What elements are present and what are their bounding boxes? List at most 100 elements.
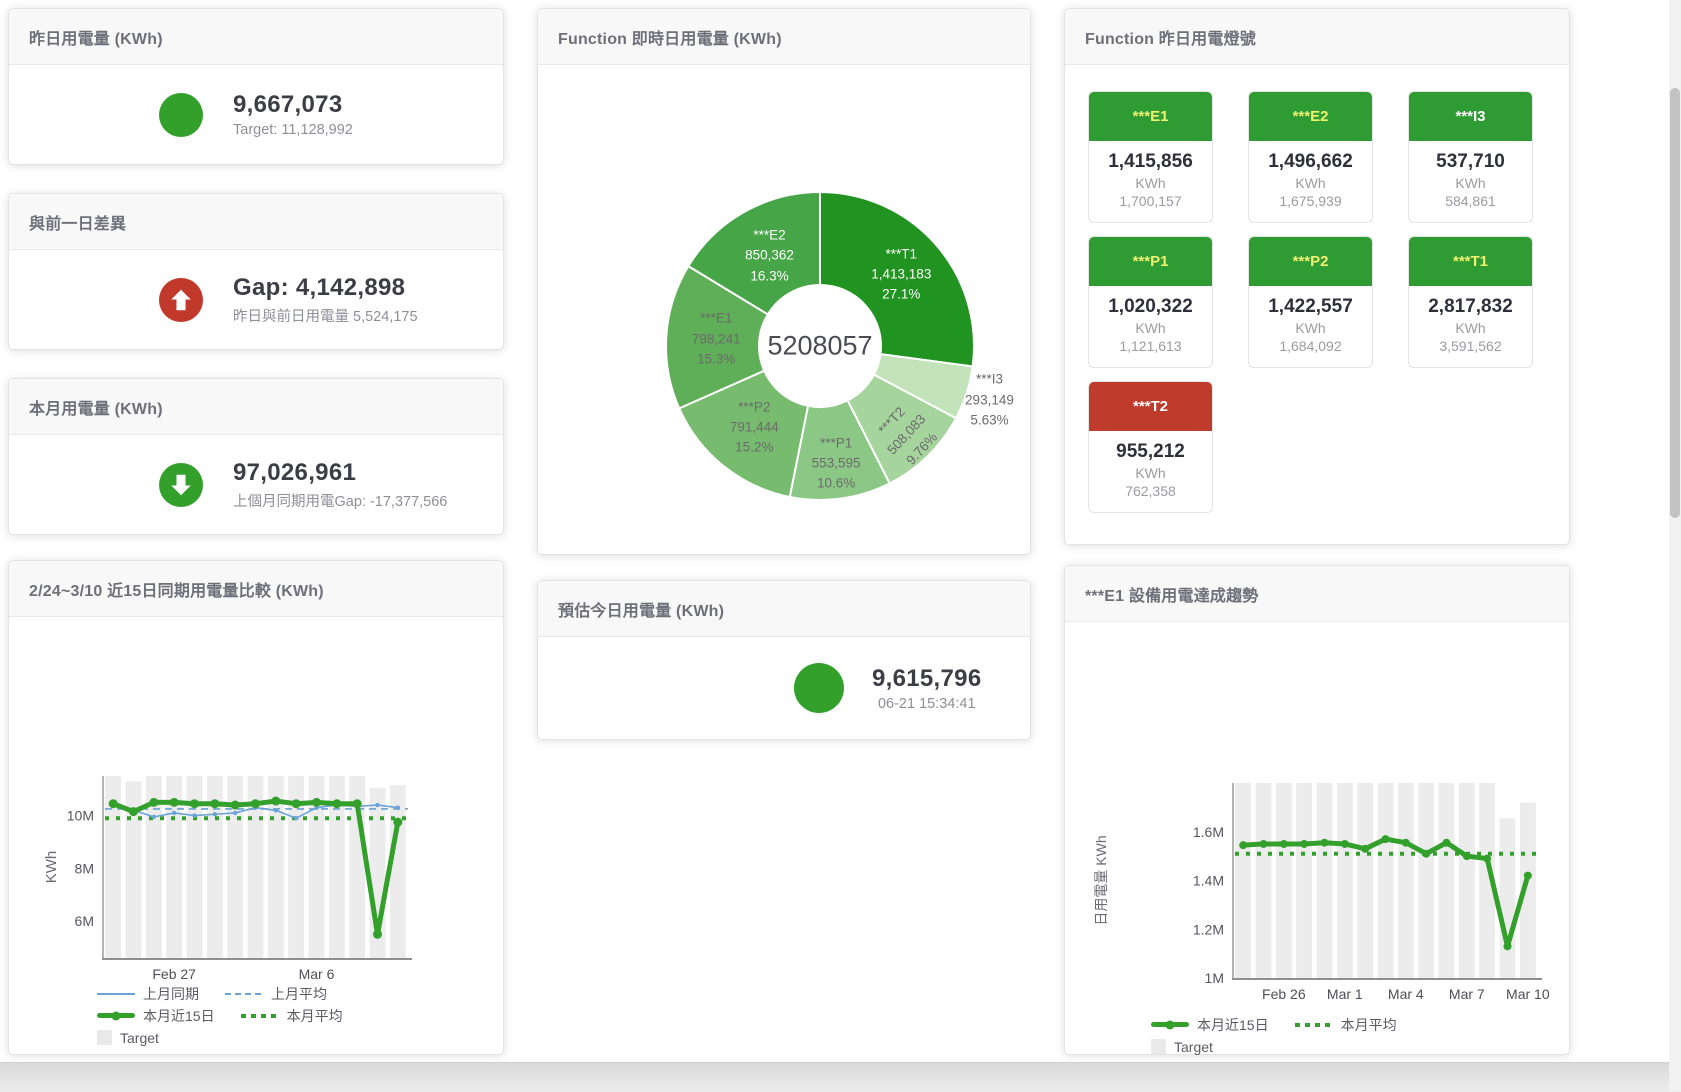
y-tick-label: 1.2M bbox=[1193, 921, 1224, 937]
series-point-15[interactable] bbox=[210, 799, 220, 809]
series-point-15[interactable] bbox=[1462, 852, 1471, 861]
series-point-[interactable] bbox=[232, 810, 238, 816]
series-point-15[interactable] bbox=[1361, 844, 1370, 853]
scrollbar-thumb[interactable] bbox=[1670, 88, 1680, 518]
series-point-15[interactable] bbox=[1340, 839, 1349, 848]
series-point-15[interactable] bbox=[1279, 839, 1288, 848]
series-point-15[interactable] bbox=[169, 797, 179, 807]
target-bar bbox=[1316, 783, 1333, 978]
series-point-15[interactable] bbox=[1422, 849, 1431, 858]
light-tiles-grid: ***E1 1,415,856 KWh 1,700,157 ***E2 1,496,662… bbox=[1088, 91, 1533, 513]
legend-item-target[interactable]: Target bbox=[97, 1030, 159, 1046]
series-point-15[interactable] bbox=[149, 797, 159, 807]
light-tile-unit: KWh bbox=[1135, 320, 1166, 336]
legend-label: 本月平均 bbox=[286, 1007, 343, 1024]
target-bar bbox=[186, 776, 203, 958]
legend-item-[interactable]: 上月同期 bbox=[97, 984, 199, 1004]
series-point-15[interactable] bbox=[1381, 835, 1390, 844]
x-tick-label: Mar 7 bbox=[1449, 986, 1485, 1002]
target-bar bbox=[227, 776, 244, 958]
donut-slice-t1[interactable] bbox=[819, 191, 975, 368]
series-point-[interactable] bbox=[212, 812, 218, 817]
y-tick-label: 1M bbox=[1205, 970, 1224, 986]
series-point-[interactable] bbox=[171, 810, 177, 816]
kpi-text: 9,615,796 06-21 15:34:41 bbox=[872, 665, 981, 712]
donut-slice-e2[interactable] bbox=[687, 191, 821, 316]
series-point-15[interactable] bbox=[393, 817, 403, 827]
legend-swatch-dashed bbox=[225, 992, 263, 995]
legend-label: 本月近15日 bbox=[143, 1007, 215, 1024]
series-point-15[interactable] bbox=[271, 796, 281, 806]
card-header: 預估今日用電量 (KWh) bbox=[538, 581, 1030, 637]
donut-label-e1: ***E1 798,241 15.3% bbox=[691, 310, 741, 367]
light-tile-t1: ***T1 2,817,832 KWh 3,591,562 bbox=[1408, 236, 1533, 368]
donut-label-p2: ***P2 791,444 15.2% bbox=[729, 399, 779, 456]
series-point-[interactable] bbox=[375, 802, 380, 808]
target-bar bbox=[1357, 783, 1374, 978]
light-tile-target: 1,675,939 bbox=[1279, 193, 1342, 209]
light-tile-header: ***I3 bbox=[1409, 92, 1532, 141]
legend-item-target[interactable]: Target bbox=[1151, 1039, 1213, 1055]
series-point-15[interactable] bbox=[332, 799, 342, 809]
card-header: 本月用電量 (KWh) bbox=[9, 379, 503, 435]
x-tick-label: Mar 6 bbox=[299, 966, 335, 982]
y-tick-label: 8M bbox=[75, 860, 94, 876]
series-point-15[interactable] bbox=[1483, 854, 1492, 863]
series-point-15[interactable] bbox=[1442, 838, 1451, 847]
legend-item-[interactable]: 上月平均 bbox=[225, 984, 327, 1004]
series-point-15[interactable] bbox=[312, 797, 321, 807]
x-tick-label: Mar 4 bbox=[1388, 986, 1424, 1002]
series-point-15[interactable] bbox=[1320, 838, 1329, 847]
series-point-15[interactable] bbox=[108, 799, 118, 809]
light-tile-value: 2,817,832 bbox=[1428, 296, 1513, 317]
light-tile-unit: KWh bbox=[1135, 465, 1166, 481]
donut-slice-p2[interactable] bbox=[678, 369, 810, 498]
kpi-card-today-estimate: 預估今日用電量 (KWh) 9,615,796 06-21 15:34:41 bbox=[537, 580, 1031, 740]
donut-chart bbox=[665, 191, 975, 501]
legend-label: 上月同期 bbox=[143, 985, 199, 1002]
x-tick-label: Feb 26 bbox=[1262, 986, 1306, 1002]
card-title: 本月用電量 (KWh) bbox=[29, 400, 163, 418]
card-title: 預估今日用電量 (KWh) bbox=[558, 602, 725, 620]
series-point-15[interactable] bbox=[373, 929, 382, 939]
series-point-15[interactable] bbox=[230, 800, 240, 810]
light-tile-header: ***E2 bbox=[1249, 92, 1372, 141]
series-point-[interactable] bbox=[293, 816, 299, 821]
series-point-15[interactable] bbox=[1503, 942, 1512, 951]
series-point-15[interactable] bbox=[1259, 839, 1268, 848]
vertical-scrollbar[interactable] bbox=[1669, 0, 1681, 1091]
kpi-body: 9,667,073 Target: 11,128,992 bbox=[9, 65, 503, 164]
series-point-15[interactable] bbox=[1523, 871, 1532, 880]
legend-item-15[interactable]: 本月近15日 bbox=[1151, 1015, 1269, 1035]
legend-label: Target bbox=[1174, 1038, 1213, 1055]
chart-legend: 本月近15日 本月平均 Target bbox=[1151, 1016, 1397, 1055]
y-tick-label: 10M bbox=[67, 808, 94, 824]
series-point-15[interactable] bbox=[1300, 839, 1309, 848]
legend-item-[interactable]: 本月平均 bbox=[240, 1006, 343, 1026]
trend-chart-card: ***E1 設備用電達成趨勢 1M 1.2M 1.4M 1.6M Feb 26 Mar 1… bbox=[1064, 565, 1570, 1055]
status-circle-icon bbox=[794, 663, 844, 713]
donut-slice-e1[interactable] bbox=[665, 265, 769, 410]
series-point-15[interactable] bbox=[190, 799, 199, 809]
light-tile-value: 1,020,322 bbox=[1108, 296, 1193, 317]
series-point-15[interactable] bbox=[251, 799, 260, 809]
series-point-[interactable] bbox=[192, 813, 197, 818]
legend-item-15[interactable]: 本月近15日 bbox=[97, 1006, 215, 1026]
target-bar bbox=[267, 776, 284, 958]
kpi-text: Gap: 4,142,898 昨日與前日用電量 5,524,175 bbox=[233, 274, 418, 326]
legend-swatch-box bbox=[97, 1030, 112, 1045]
series-point-15[interactable] bbox=[1239, 841, 1248, 850]
series-point-15[interactable] bbox=[129, 807, 138, 817]
legend-swatch-dotted bbox=[1294, 1022, 1333, 1027]
series-point-[interactable] bbox=[273, 808, 279, 813]
target-bar bbox=[1418, 783, 1435, 978]
series-point-[interactable] bbox=[395, 805, 401, 810]
series-point-15[interactable] bbox=[291, 799, 301, 809]
legend-item-[interactable]: 本月平均 bbox=[1294, 1015, 1397, 1035]
card-header: ***E1 設備用電達成趨勢 bbox=[1065, 566, 1569, 622]
kpi-value: 97,026,961 bbox=[233, 458, 357, 486]
target-bar bbox=[1438, 783, 1455, 978]
series-point-15[interactable] bbox=[352, 799, 362, 809]
series-point-15[interactable] bbox=[1401, 838, 1410, 847]
series-point-[interactable] bbox=[151, 814, 157, 820]
